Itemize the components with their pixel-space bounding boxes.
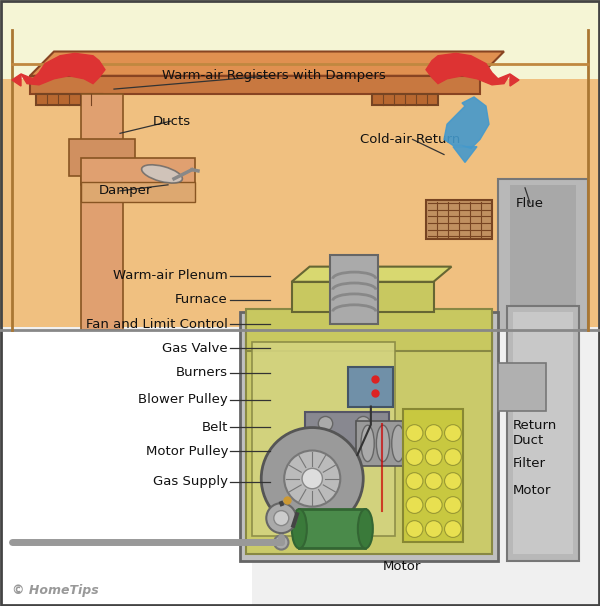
Circle shape [406,497,423,513]
Polygon shape [510,74,519,86]
Ellipse shape [358,509,373,548]
Bar [507,306,579,561]
Polygon shape [12,74,21,86]
Ellipse shape [376,425,389,462]
Bar [313,448,380,461]
Text: Flue: Flue [516,196,544,210]
Text: Damper: Damper [99,184,152,198]
Circle shape [425,497,442,513]
Polygon shape [453,147,477,162]
Bar [305,412,389,451]
Circle shape [425,448,442,465]
Text: Motor: Motor [513,484,551,498]
Circle shape [274,535,289,550]
Bar [426,200,492,239]
Circle shape [274,511,289,525]
Polygon shape [21,53,105,85]
Text: Motor Pulley: Motor Pulley [146,445,228,458]
Text: Cold-air Return: Cold-air Return [360,133,460,146]
Text: © HomeTips: © HomeTips [12,584,99,598]
Bar [498,363,546,411]
Circle shape [406,521,423,538]
Circle shape [425,425,442,441]
Bar [510,185,576,324]
Bar [403,409,463,542]
Bar [0,0,600,79]
Circle shape [445,425,461,441]
Circle shape [406,473,423,490]
Bar [513,312,573,554]
Polygon shape [292,267,452,282]
Text: Warm-air Registers with Dampers: Warm-air Registers with Dampers [162,69,386,82]
Circle shape [261,428,363,530]
Ellipse shape [142,165,182,183]
Text: Gas Supply: Gas Supply [153,475,228,488]
Circle shape [445,497,461,513]
Bar [36,94,102,105]
Bar [81,182,195,202]
Text: Blower Pulley: Blower Pulley [138,393,228,407]
Bar [0,330,252,606]
Text: Return
Duct: Return Duct [513,419,557,447]
Ellipse shape [292,509,307,548]
Circle shape [266,503,296,533]
Circle shape [445,448,461,465]
Circle shape [284,450,340,507]
Circle shape [356,416,371,431]
Ellipse shape [392,425,405,462]
Polygon shape [444,97,489,148]
Bar [0,285,600,606]
Circle shape [406,448,423,465]
Circle shape [302,468,322,489]
Bar [498,179,588,330]
Polygon shape [252,342,395,536]
Ellipse shape [361,425,374,462]
Circle shape [445,521,461,538]
Ellipse shape [422,425,436,462]
Bar [81,158,195,185]
Bar [246,309,492,351]
Circle shape [406,425,423,441]
Circle shape [445,473,461,490]
Bar [299,509,365,548]
Bar [349,367,394,407]
Ellipse shape [407,425,420,462]
Polygon shape [30,52,504,76]
Circle shape [425,473,442,490]
Text: Motor: Motor [383,560,421,573]
Circle shape [319,416,333,431]
Bar [356,421,452,466]
Circle shape [425,521,442,538]
Bar [0,0,600,327]
Text: Belt: Belt [202,421,228,434]
Text: Filter: Filter [513,457,546,470]
Text: Burners: Burners [176,366,228,379]
Text: Warm-air Plenum: Warm-air Plenum [113,269,228,282]
Bar [30,76,480,94]
Bar [69,139,135,176]
Text: Gas Valve: Gas Valve [163,342,228,355]
Text: Furnace: Furnace [175,293,228,307]
Bar [240,312,498,561]
Text: Fan and Limit Control: Fan and Limit Control [86,318,228,331]
Polygon shape [426,53,510,85]
Text: Ducts: Ducts [153,115,191,128]
Bar [331,255,379,324]
Bar [372,94,438,105]
Bar [81,94,123,330]
Bar [292,282,433,312]
Bar [246,315,492,554]
